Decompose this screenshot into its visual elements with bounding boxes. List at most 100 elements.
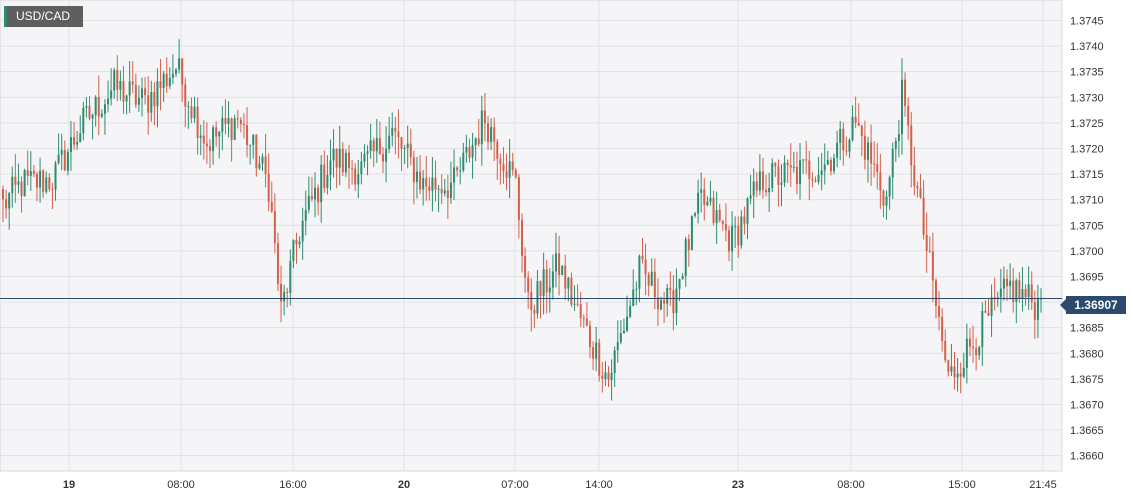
- candle: [851, 105, 854, 142]
- candle: [153, 82, 156, 126]
- candle: [687, 234, 690, 267]
- y-tick-label: 1.3670: [1070, 399, 1104, 411]
- candle: [400, 136, 403, 171]
- candle: [242, 113, 245, 139]
- candle: [715, 191, 718, 245]
- candle: [904, 72, 907, 117]
- x-tick-label: 14:00: [585, 479, 613, 491]
- candle: [125, 94, 128, 115]
- candle: [344, 149, 347, 177]
- candle: [1036, 284, 1039, 338]
- candle: [39, 157, 42, 203]
- candle: [613, 346, 616, 387]
- candle: [944, 329, 947, 363]
- candle: [79, 115, 82, 143]
- candle: [94, 95, 97, 127]
- candle: [882, 189, 885, 218]
- candle: [950, 344, 953, 377]
- candle: [493, 117, 496, 162]
- candle: [422, 170, 425, 206]
- candle: [409, 128, 412, 166]
- plot-area: [0, 0, 1063, 472]
- candle: [774, 162, 777, 177]
- candle: [332, 129, 335, 178]
- candle: [666, 283, 669, 317]
- candle: [799, 143, 802, 200]
- candle: [273, 193, 276, 254]
- candle: [873, 141, 876, 178]
- candle: [826, 150, 829, 166]
- candle: [530, 278, 533, 332]
- candle: [706, 196, 709, 207]
- candle: [17, 163, 20, 194]
- candle: [8, 191, 11, 230]
- candle: [5, 189, 8, 219]
- candle: [335, 148, 338, 189]
- candle: [199, 124, 202, 156]
- candle: [437, 184, 440, 213]
- candle: [246, 107, 249, 158]
- candle: [990, 284, 993, 337]
- x-tick-label: 19: [63, 479, 75, 491]
- candle: [786, 159, 789, 184]
- candle: [205, 122, 208, 164]
- y-axis-labels: 1.3745 1.3740 1.3735 1.3730 1.3725 1.3720 1.37…: [1070, 15, 1104, 462]
- candle: [26, 150, 29, 186]
- candle: [922, 180, 925, 240]
- candle: [239, 117, 242, 133]
- candle: [208, 138, 211, 168]
- candle: [487, 115, 490, 150]
- candle: [348, 144, 350, 189]
- candle: [802, 158, 805, 174]
- y-tick-label: 1.3720: [1070, 143, 1104, 155]
- candle: [632, 269, 635, 307]
- candle: [119, 70, 122, 101]
- candle: [965, 323, 968, 384]
- candle: [839, 120, 842, 161]
- candle: [224, 99, 227, 135]
- candle: [314, 172, 317, 218]
- candle: [629, 299, 632, 319]
- y-tick-label: 1.3700: [1070, 246, 1104, 258]
- candle: [100, 109, 103, 119]
- y-tick-label: 1.3740: [1070, 41, 1104, 53]
- candle: [836, 130, 839, 168]
- candle: [480, 95, 483, 166]
- candle: [1002, 266, 1005, 301]
- candle: [323, 150, 326, 193]
- candle: [743, 206, 746, 235]
- candle: [780, 164, 783, 207]
- candle: [814, 176, 817, 183]
- candle: [236, 109, 239, 129]
- candle: [697, 179, 700, 224]
- candle: [88, 96, 91, 121]
- candle: [51, 182, 54, 210]
- candle: [663, 291, 666, 324]
- candle: [795, 151, 798, 195]
- candle: [449, 161, 452, 204]
- candle: [147, 76, 150, 135]
- candle: [434, 160, 437, 202]
- candle: [984, 300, 987, 314]
- candle: [551, 254, 554, 300]
- candle: [468, 138, 471, 163]
- candle: [298, 236, 301, 249]
- y-tick-label: 1.3745: [1070, 15, 1104, 27]
- candle: [724, 203, 727, 242]
- candle: [357, 159, 360, 199]
- candle: [443, 178, 446, 197]
- candle: [681, 273, 684, 280]
- candle: [57, 133, 60, 165]
- candle: [295, 232, 298, 264]
- candle: [789, 143, 792, 187]
- candle: [721, 220, 724, 231]
- candle: [385, 126, 388, 183]
- last-price-tag: 1.36907: [1060, 296, 1126, 314]
- candle: [502, 147, 505, 184]
- candle: [956, 358, 959, 392]
- candle: [440, 174, 443, 205]
- y-tick-label: 1.3735: [1070, 67, 1104, 79]
- candle: [60, 133, 63, 171]
- candle: [283, 284, 286, 316]
- candle: [69, 121, 72, 171]
